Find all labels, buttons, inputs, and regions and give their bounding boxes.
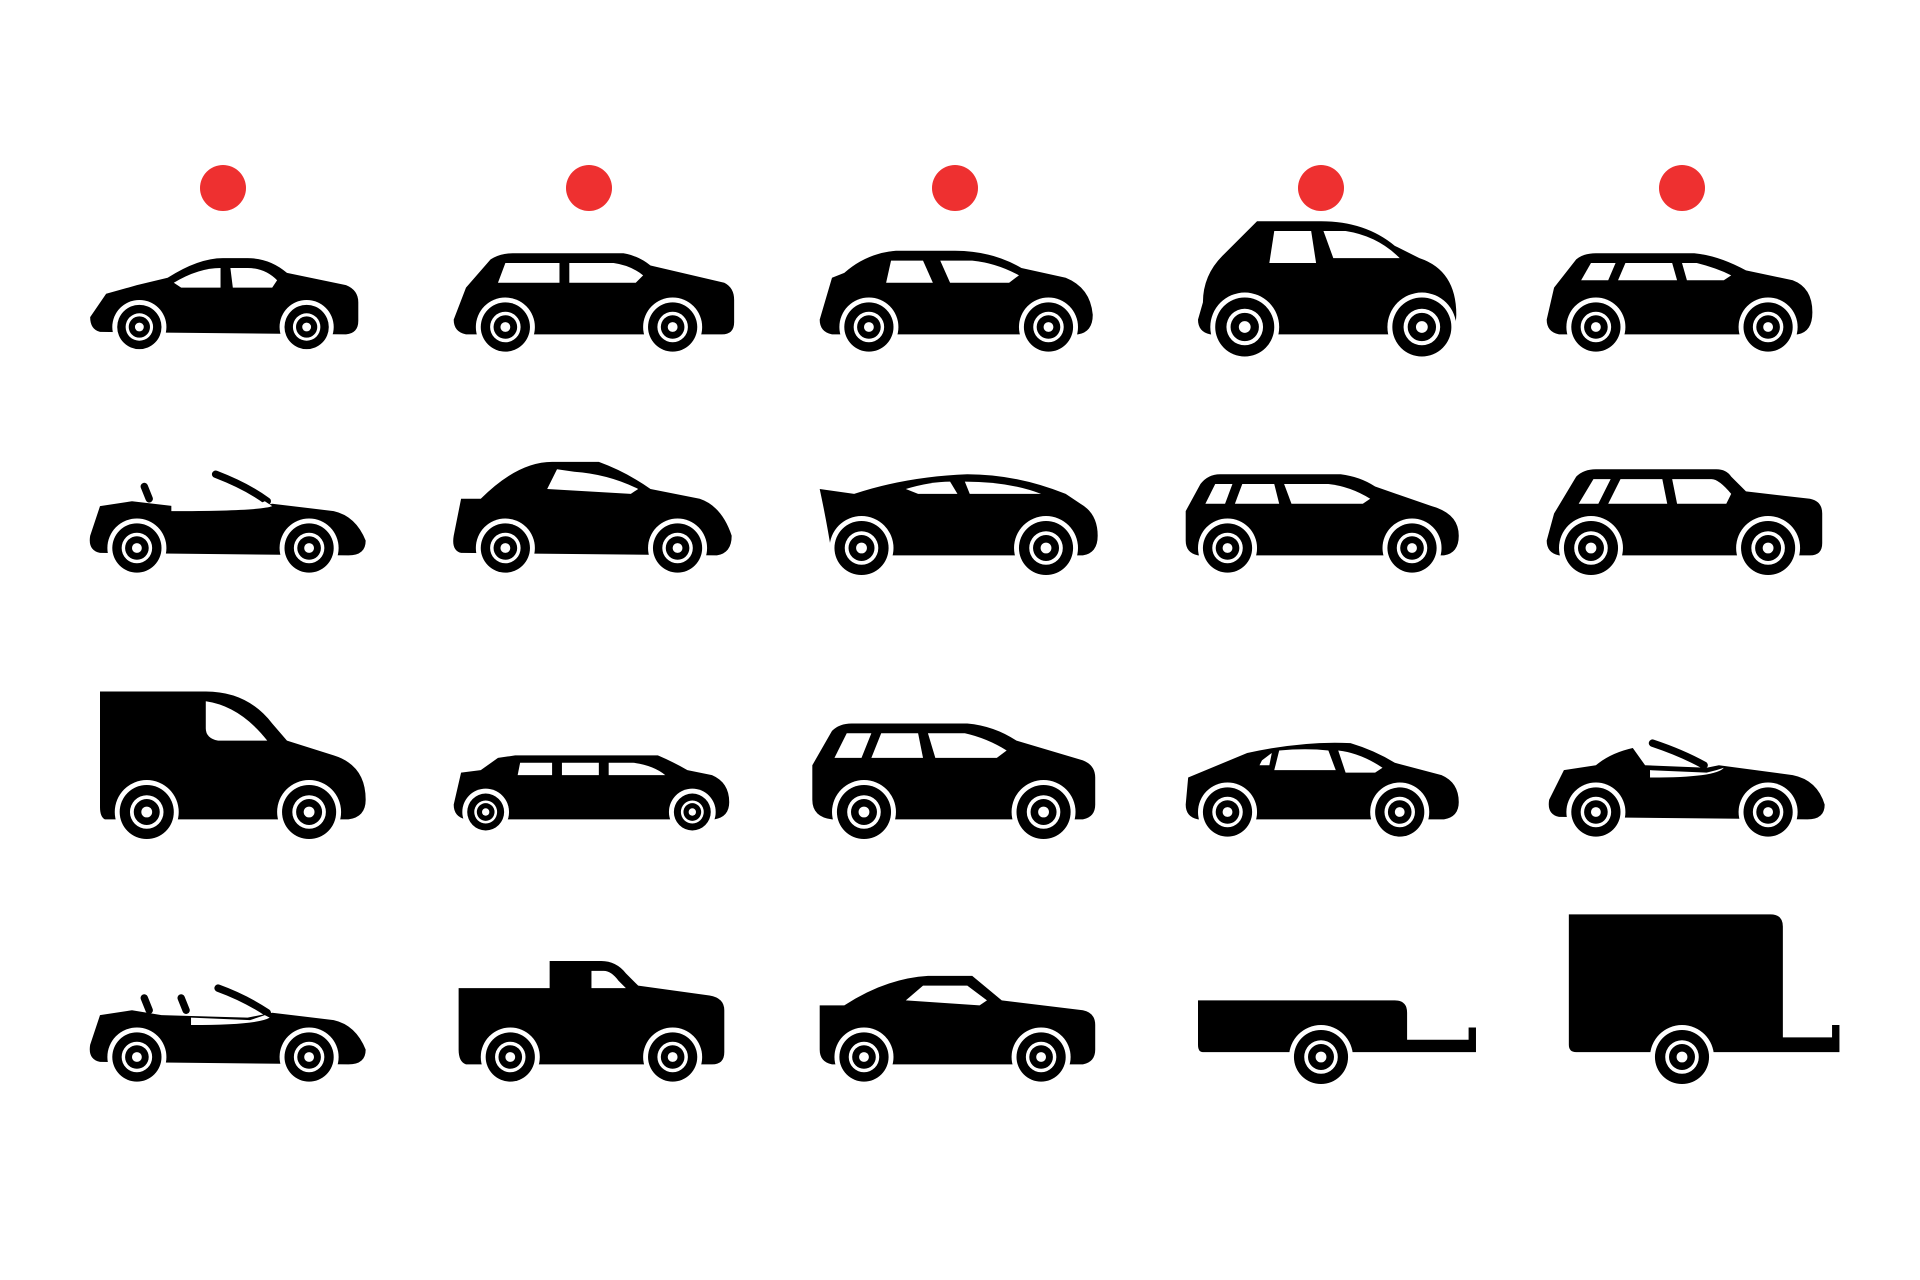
compact-wagon-icon [1546, 253, 1813, 357]
crossover-icon [812, 723, 1096, 844]
hatchback-icon [819, 250, 1093, 357]
box-trailer-icon [1568, 914, 1840, 1089]
estate-car-icon [1185, 474, 1459, 578]
red-dot-marker [566, 165, 612, 211]
sports-coupe-icon [453, 461, 732, 578]
red-dot-marker [932, 165, 978, 211]
marker-row [200, 165, 1705, 211]
station-wagon-icon [453, 253, 735, 357]
red-dot-marker [1659, 165, 1705, 211]
delivery-van-icon [100, 691, 366, 844]
sedan-icon [90, 258, 359, 355]
red-dot-marker [200, 165, 246, 211]
pickup-truck-icon [458, 961, 725, 1087]
city-car-icon [1198, 221, 1457, 362]
coupe-icon [819, 975, 1096, 1087]
flatbed-trailer-icon [1198, 1000, 1476, 1089]
fastback-icon [819, 474, 1098, 580]
red-dot-marker [1298, 165, 1344, 211]
roadster-icon [89, 470, 366, 578]
cabriolet-icon [89, 984, 366, 1087]
suv-icon [1546, 469, 1823, 580]
icon-grid [89, 221, 1840, 1089]
limousine-icon [453, 755, 730, 836]
convertible-icon [1548, 739, 1825, 842]
liftback-icon [1185, 742, 1459, 842]
